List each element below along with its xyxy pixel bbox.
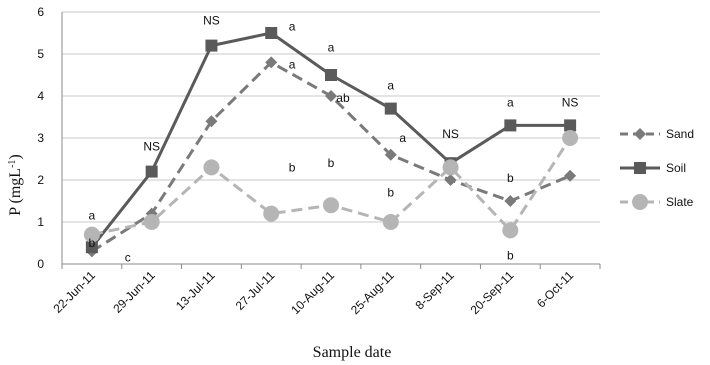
point-soil [145,165,158,178]
point-soil [564,119,577,132]
point-sand [205,115,218,128]
point-slate [203,159,220,176]
point-sand [384,148,397,161]
point-soil [205,39,218,52]
y-tick-label: 3 [37,131,44,145]
annotation-label: a [399,131,406,145]
point-soil [325,69,337,81]
y-axis-title: P (mgL-1) [7,154,24,216]
x-tick-label: 29-Jun-11 [110,268,158,316]
point-slate [83,226,100,243]
annotation-label: a [289,58,296,72]
y-axis: 0 1 2 3 4 5 6 [37,5,63,271]
y-tick-label: 0 [37,257,44,271]
point-sand [265,56,278,69]
series-line-slate [91,137,572,237]
annotation-label: a [89,209,96,223]
legend-label-soil: Soil [666,161,686,175]
point-slate [502,222,519,239]
y-tick-label: 5 [37,47,44,61]
point-slate [562,130,579,146]
point-sand [444,174,457,186]
legend: Sand Soil Slate [620,127,694,210]
y-tick-label: 4 [37,89,44,103]
annotation-label: a [289,20,296,34]
point-sand [564,169,577,182]
annotation-label: b [289,160,296,174]
x-tick-label: 13-Jul-11 [173,268,218,313]
point-soil [265,27,278,39]
annotation-label: NS [442,127,459,141]
x-tick-label: 25-Aug-11 [348,268,397,317]
y-tick-label: 6 [37,5,44,19]
annotation-label: b [387,186,394,200]
annotation-label: c [125,251,131,265]
point-soil [384,102,397,115]
x-tick-label: 27-Jul-11 [233,268,278,313]
point-sand [504,195,517,207]
x-tick-label: 22-Jun-11 [51,268,99,316]
annotation-label: ab [336,91,350,105]
annotation-label: b [507,249,514,263]
annotation-label: b [89,236,96,250]
x-axis-title: Sample date [313,344,392,361]
series [83,27,579,258]
legend-marker-sand [634,128,646,140]
annotation-label: NS [562,95,579,109]
y-tick-label: 1 [37,215,44,229]
legend-label-sand: Sand [666,127,694,141]
x-axis: 22-Jun-11 29-Jun-11 13-Jul-11 27-Jul-11 10-A… [51,263,601,317]
x-tick-label: 6-Oct-11 [534,268,577,311]
legend-marker-slate [632,194,648,210]
annotation-label: b [328,156,335,170]
annotation-label: NS [203,13,220,27]
y-tick-label: 2 [37,173,44,187]
point-soil [504,119,517,132]
point-slate [382,214,399,230]
point-slate [143,214,160,230]
point-soil [85,241,98,254]
x-tick-label: 10-Aug-11 [288,268,337,317]
annotation-label: a [328,41,335,55]
x-tick-label: 8-Sep-11 [412,268,456,312]
legend-label-slate: Slate [666,195,694,209]
point-slate [263,205,280,222]
point-slate [442,159,459,176]
annotation-label: NS [143,139,160,153]
series-line-soil [90,31,571,249]
annotation-label: a [387,79,394,93]
annotation-label: b [507,171,514,185]
point-slate [323,197,339,214]
x-tick-label: 20-Sep-11 [468,268,517,317]
legend-marker-soil [634,162,646,174]
point-sand [325,90,337,102]
annotation-label: a [507,95,514,109]
